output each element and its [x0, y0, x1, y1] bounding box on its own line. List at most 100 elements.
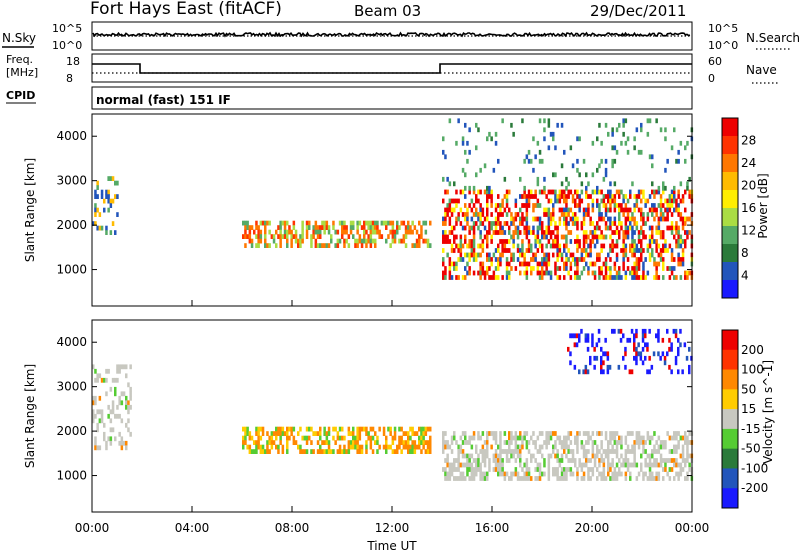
- heatmap-cell: [554, 198, 557, 204]
- colorbar-tick-label: 200: [741, 343, 764, 357]
- heatmap-cell: [596, 431, 599, 436]
- colorbar-swatch: [722, 118, 738, 137]
- heatmap-cell: [494, 203, 498, 208]
- heatmap-cell: [666, 471, 669, 477]
- heatmap-cell: [523, 158, 526, 164]
- heatmap-cell: [591, 337, 594, 343]
- heatmap-cell: [576, 194, 579, 199]
- heatmap-cell: [538, 449, 542, 454]
- heatmap-cell: [94, 440, 97, 446]
- heatmap-cell: [277, 426, 280, 432]
- heatmap-cell: [360, 225, 364, 230]
- heatmap-cell: [111, 198, 115, 204]
- heatmap-cell: [640, 230, 643, 235]
- heatmap-cell: [514, 444, 518, 450]
- heatmap-cell: [664, 239, 667, 244]
- heatmap-cell: [651, 476, 654, 481]
- heatmap-cell: [563, 471, 566, 477]
- heatmap-cell: [396, 444, 399, 450]
- heatmap-cell: [470, 252, 474, 258]
- heatmap-cell: [556, 449, 559, 454]
- heatmap-cell: [674, 328, 678, 334]
- heatmap-cell: [620, 275, 623, 280]
- heatmap-cell: [620, 221, 623, 226]
- heatmap-cell: [545, 435, 548, 441]
- heatmap-cell: [659, 230, 663, 235]
- heatmap-cell: [499, 257, 502, 262]
- colorbar-tick-label: -50: [741, 442, 761, 456]
- heatmap-cell: [461, 440, 465, 445]
- heatmap-cell: [596, 444, 599, 450]
- heatmap-cell: [459, 243, 463, 249]
- heatmap-cell: [683, 342, 687, 348]
- heatmap-cell: [563, 221, 566, 226]
- heatmap-cell: [453, 207, 456, 213]
- heatmap-cell: [486, 136, 489, 142]
- heatmap-cell: [574, 239, 577, 244]
- heatmap-cell: [341, 435, 344, 441]
- heatmap-cell: [611, 458, 614, 463]
- heatmap-cell: [613, 221, 617, 226]
- heatmap-cell: [591, 449, 595, 454]
- heatmap-cell: [589, 261, 592, 267]
- heatmap-cell: [569, 145, 573, 151]
- heatmap-cell: [275, 229, 278, 235]
- heatmap-cell: [576, 136, 579, 142]
- heatmap-cell: [424, 229, 428, 235]
- heatmap-cell: [486, 270, 489, 276]
- heatmap-cell: [547, 122, 551, 128]
- heatmap-cell: [549, 131, 553, 137]
- heatmap-cell: [615, 444, 619, 450]
- heatmap-cell: [565, 207, 568, 213]
- heatmap-cell: [558, 252, 562, 258]
- heatmap-cell: [470, 198, 474, 204]
- heatmap-cell: [516, 243, 520, 249]
- heatmap-cell: [677, 203, 680, 208]
- heatmap-cell: [670, 194, 674, 199]
- heatmap-cell: [664, 185, 667, 191]
- y-tick-label: 3000: [56, 174, 87, 188]
- heatmap-cell: [567, 248, 570, 253]
- heatmap-cell: [578, 458, 581, 463]
- heatmap-cell: [444, 212, 447, 217]
- heatmap-cell: [442, 444, 445, 450]
- heatmap-cell: [547, 252, 551, 258]
- heatmap-cell: [580, 476, 584, 481]
- heatmap-cell: [648, 458, 652, 463]
- heatmap-cell: [483, 462, 487, 468]
- heatmap-cell: [283, 431, 287, 436]
- heatmap-cell: [611, 145, 614, 151]
- heatmap-cell: [107, 368, 110, 374]
- heatmap-cell: [651, 462, 654, 468]
- heatmap-cell: [532, 266, 535, 271]
- heatmap-cell: [646, 118, 650, 124]
- heatmap-cell: [486, 243, 489, 249]
- heatmap-cell: [111, 404, 115, 410]
- heatmap-cell: [655, 458, 658, 463]
- heatmap-cell: [589, 458, 592, 463]
- heatmap-cell: [374, 431, 377, 436]
- heatmap-cell: [607, 444, 610, 450]
- heatmap-cell: [450, 440, 454, 445]
- heatmap-cell: [413, 449, 417, 454]
- heatmap-cell: [552, 207, 555, 213]
- heatmap-cell: [547, 216, 551, 222]
- heatmap-cell: [607, 189, 610, 195]
- heatmap-cell: [659, 444, 663, 450]
- freq-trace: [92, 63, 692, 74]
- heatmap-cell: [503, 476, 507, 481]
- heatmap-cell: [316, 440, 320, 445]
- heatmap-cell: [393, 431, 397, 436]
- heatmap-cell: [96, 422, 99, 428]
- heatmap-cell: [668, 346, 671, 352]
- heatmap-cell: [525, 230, 529, 235]
- heatmap-cell: [662, 467, 665, 472]
- heatmap-cell: [505, 458, 509, 463]
- heatmap-cell: [450, 467, 454, 472]
- heatmap-cell: [591, 261, 595, 267]
- heatmap-cell: [541, 248, 544, 253]
- heatmap-cell: [613, 467, 617, 472]
- heatmap-cell: [292, 234, 296, 239]
- heatmap-cell: [521, 440, 524, 445]
- heatmap-cell: [457, 467, 460, 472]
